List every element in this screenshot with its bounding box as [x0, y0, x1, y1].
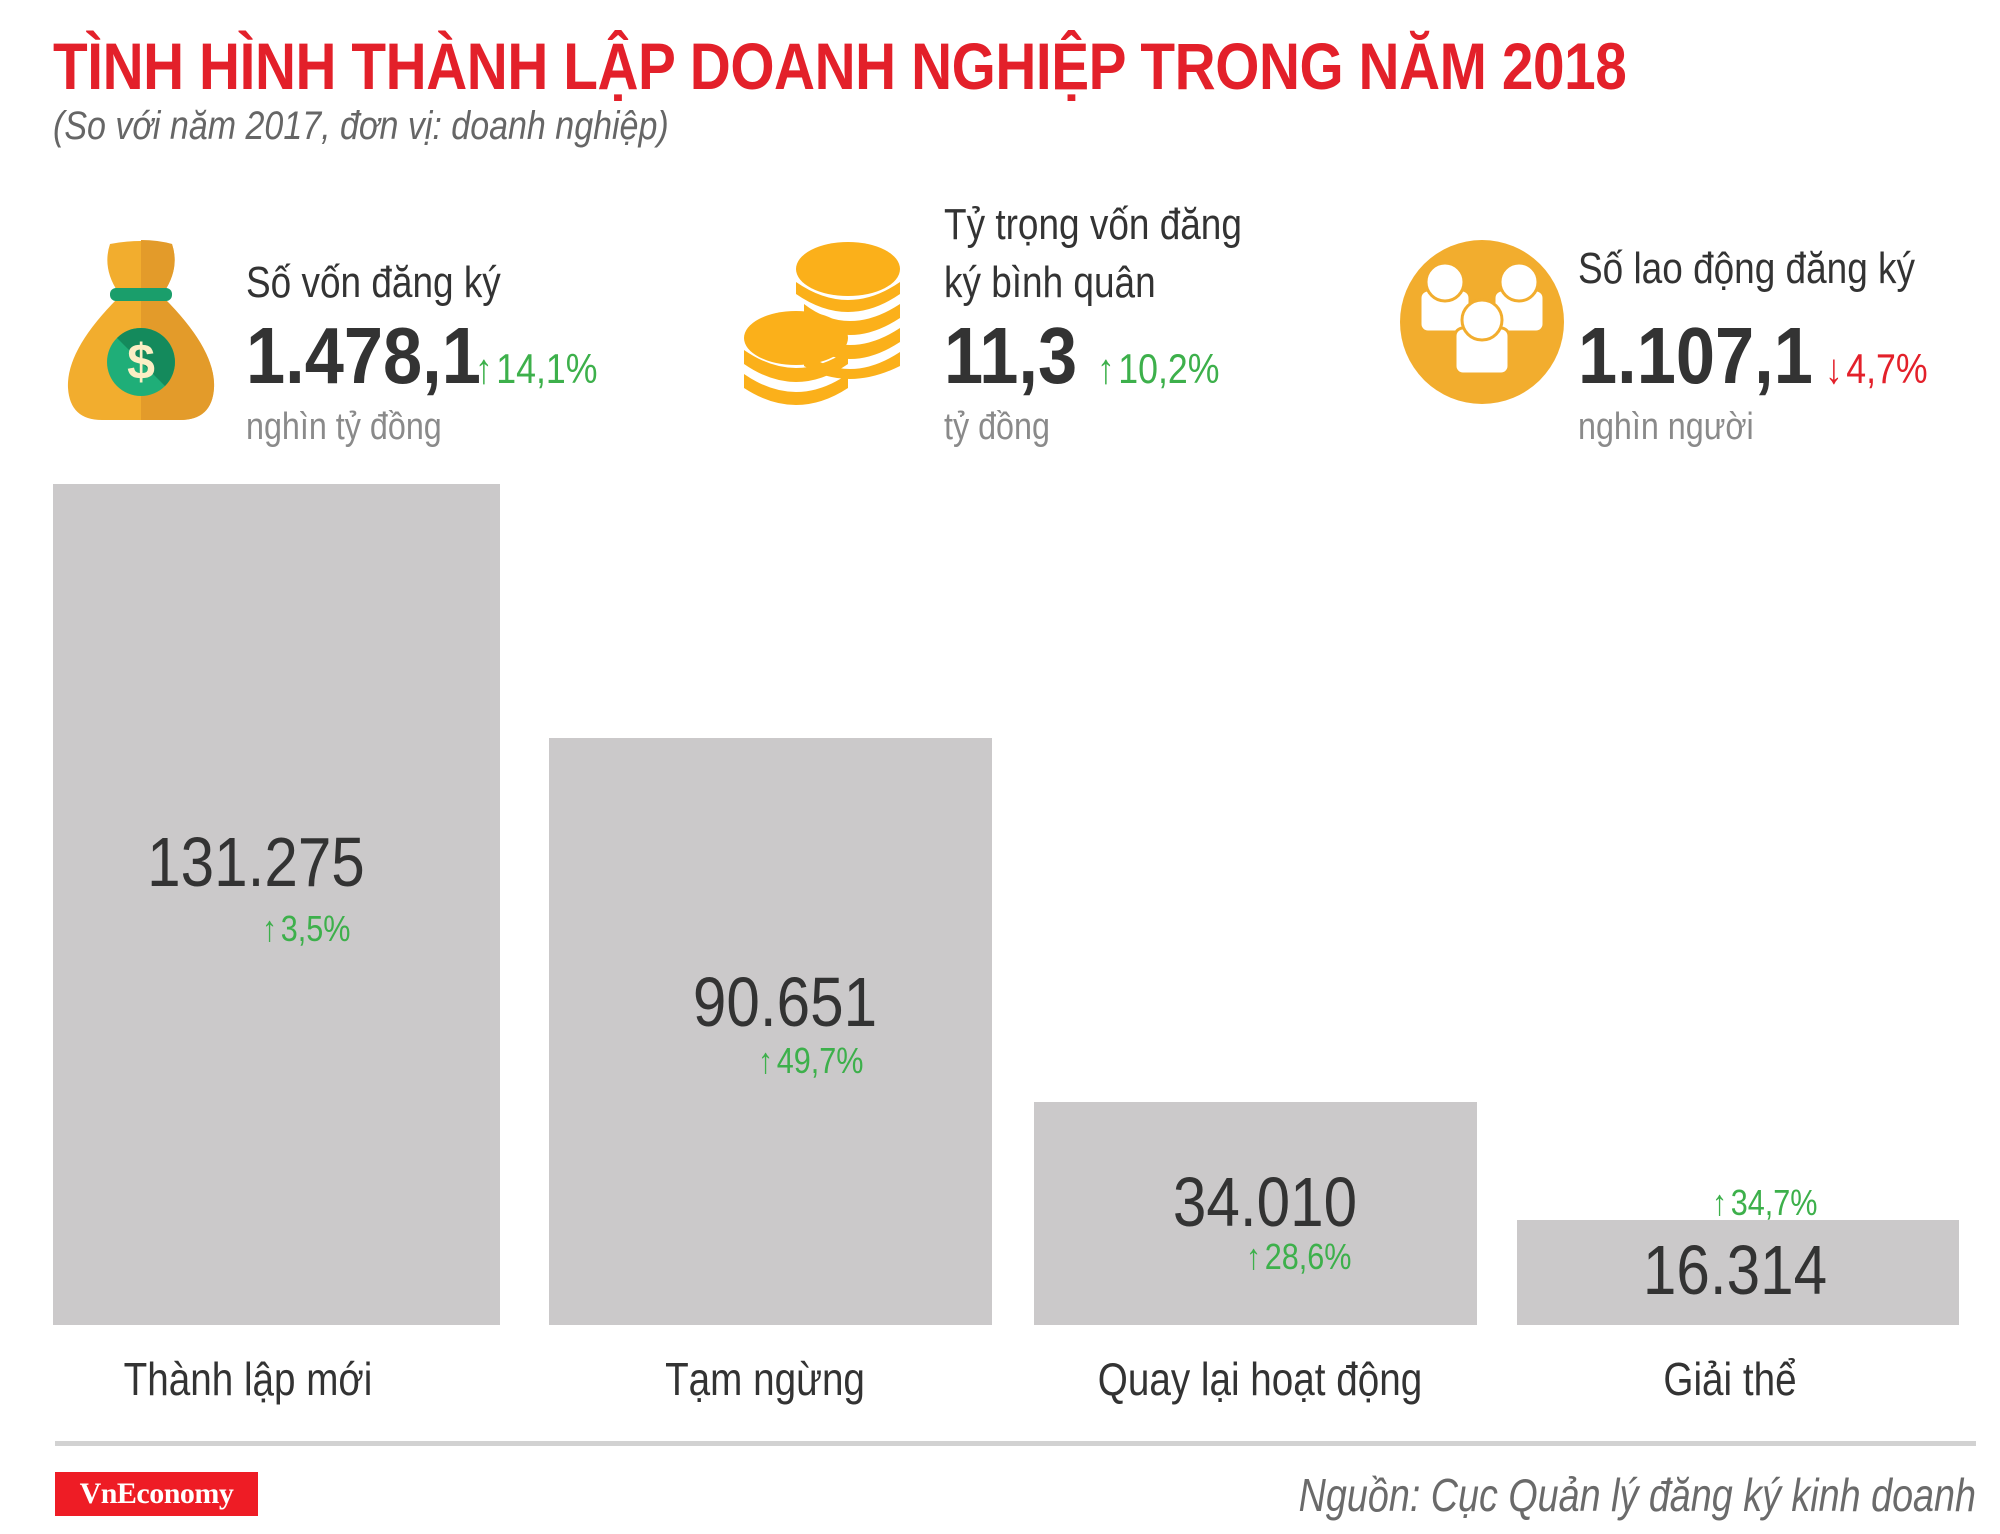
- bar-thanh-lap-moi: [53, 484, 500, 1325]
- bar-change: ↑28,6%: [1246, 1236, 1352, 1277]
- arrow-up-icon: ↑: [262, 908, 278, 949]
- stat-change-up: ↑ 14,1%: [474, 345, 598, 392]
- arrow-up-icon: ↑: [1246, 1236, 1262, 1277]
- bar-label: Thành lập mới: [123, 1353, 373, 1405]
- stat-value: 1.107,1: [1578, 311, 1813, 400]
- stat-label-line1: Tỷ trọng vốn đăng: [944, 200, 1242, 249]
- stat-label-line2: ký bình quân: [944, 258, 1156, 307]
- bar-giai-the: [1517, 1220, 1959, 1325]
- arrow-down-icon: ↓: [1824, 345, 1843, 392]
- bar-tam-ngung: [549, 738, 992, 1325]
- page-subtitle: (So với năm 2017, đơn vị: doanh nghiệp): [53, 104, 669, 148]
- vneconomy-logo: VnEconomy: [55, 1472, 258, 1516]
- bar-value: 34.010: [1172, 1163, 1358, 1241]
- stat-value: 1.478,1: [246, 311, 481, 400]
- coins-stack-icon: [744, 242, 900, 405]
- source-note: Nguồn: Cục Quản lý đăng ký kinh doanh: [1298, 1469, 1976, 1521]
- people-group-icon: [1400, 240, 1564, 404]
- arrow-up-icon: ↑: [758, 1040, 774, 1081]
- money-bag-icon: $: [67, 240, 215, 420]
- stat-change-down: ↓ 4,7%: [1824, 345, 1928, 392]
- bar-quay-lai-hoat-dong: [1034, 1102, 1477, 1325]
- arrow-up-icon: ↑: [1712, 1182, 1728, 1223]
- stat-unit: nghìn tỷ đồng: [246, 406, 442, 448]
- stat-change-up: ↑ 10,2%: [1097, 345, 1220, 392]
- bar-change: ↑3,5%: [262, 908, 351, 949]
- bar-change: ↑34,7%: [1712, 1182, 1818, 1223]
- stat-unit: nghìn người: [1578, 406, 1754, 448]
- bar-value: 90.651: [692, 963, 878, 1041]
- svg-text:$: $: [127, 334, 155, 390]
- bar-value: 131.275: [147, 823, 365, 901]
- stat-label: Số vốn đăng ký: [246, 258, 501, 307]
- bar-change: ↑49,7%: [758, 1040, 864, 1081]
- arrow-up-icon: ↑: [1097, 345, 1116, 392]
- bar-label: Quay lại hoạt động: [1097, 1353, 1423, 1405]
- footer-divider: [55, 1441, 1976, 1446]
- page-title: TÌNH HÌNH THÀNH LẬP DOANH NGHIỆP TRONG N…: [53, 29, 1627, 103]
- bar-label: Giải thể: [1663, 1353, 1797, 1405]
- bar-label: Tạm ngừng: [665, 1353, 865, 1405]
- arrow-up-icon: ↑: [474, 345, 493, 392]
- stat-label: Số lao động đăng ký: [1578, 244, 1916, 293]
- stat-unit: tỷ đồng: [944, 406, 1050, 448]
- stat-value: 11,3: [944, 311, 1078, 400]
- bar-value: 16.314: [1642, 1231, 1828, 1309]
